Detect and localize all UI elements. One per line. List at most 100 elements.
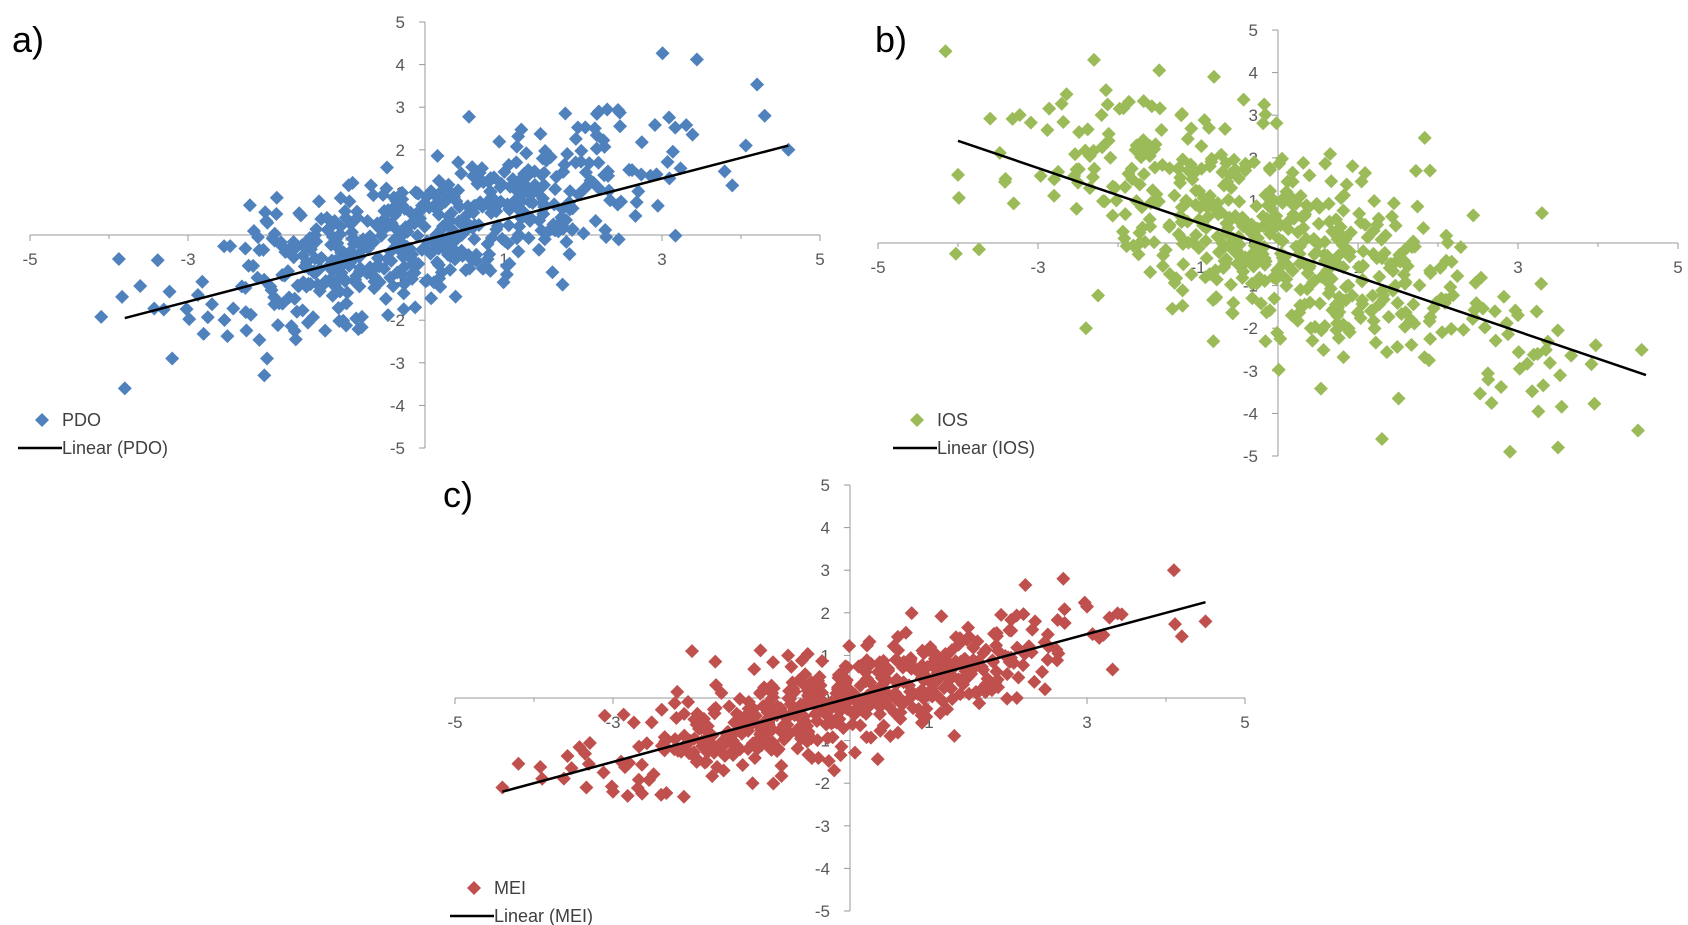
scatter-point — [483, 184, 498, 199]
scatter-point — [948, 246, 963, 261]
scatter-point — [1085, 170, 1100, 185]
scatter-point — [1391, 391, 1406, 406]
scatter-point — [379, 160, 394, 175]
scatter-point — [626, 715, 641, 730]
scatter-point — [705, 769, 720, 784]
scatter-point — [1147, 142, 1162, 157]
scatter-point — [676, 789, 691, 804]
legend-label: PDO — [62, 410, 101, 430]
scatter-point — [1587, 396, 1602, 411]
scatter-point — [1475, 301, 1490, 316]
scatter-point — [269, 190, 284, 205]
scatter-point — [366, 188, 381, 203]
scatter-point — [620, 788, 635, 803]
scatter-point — [332, 313, 347, 328]
scatter-point — [685, 127, 700, 142]
scatter-point — [1103, 150, 1118, 165]
scatter-point — [200, 310, 215, 325]
scatter-point — [1363, 303, 1378, 318]
scatter-point — [296, 248, 311, 263]
scatter-point — [560, 147, 575, 162]
scatter-point — [1000, 667, 1015, 682]
scatter-point — [531, 242, 546, 257]
scatter-point — [1016, 607, 1031, 622]
scatter-point — [1166, 563, 1181, 578]
scatter-point — [1379, 345, 1394, 360]
scatter-point — [668, 228, 683, 243]
scatter-point — [1038, 682, 1053, 697]
scatter-point — [458, 263, 473, 278]
scatter-point — [352, 279, 367, 294]
scatter-point — [1324, 271, 1339, 286]
scatter-point — [690, 752, 705, 767]
scatter-point — [714, 734, 729, 749]
scatter-point — [242, 198, 257, 213]
scatter-point — [447, 189, 462, 204]
scatter-point — [1155, 259, 1170, 274]
scatter-point — [757, 108, 772, 123]
scatter-point — [1175, 283, 1190, 298]
scatter-point — [753, 643, 768, 658]
scatter-point — [1223, 277, 1238, 292]
scatter-point — [408, 300, 423, 315]
scatter-point — [537, 165, 552, 180]
scatter-point — [452, 199, 467, 214]
scatter-point — [1267, 291, 1282, 306]
scatter-point — [1112, 101, 1127, 116]
scatter-point — [1417, 130, 1432, 145]
panel-label: b) — [875, 19, 907, 60]
scatter-point — [460, 199, 475, 214]
scatter-point — [810, 733, 825, 748]
scatter-point — [1273, 217, 1288, 232]
scatter-point — [563, 184, 578, 199]
scatter-point — [1087, 52, 1101, 67]
scatter-point — [1394, 307, 1409, 322]
y-tick-label: -4 — [1243, 404, 1258, 423]
scatter-point — [598, 222, 613, 237]
scatter-point — [1000, 691, 1015, 706]
scatter-point — [812, 669, 827, 684]
scatter-point — [442, 244, 457, 259]
scatter-point — [741, 742, 756, 757]
scatter-point — [578, 120, 593, 135]
scatter-point — [1105, 208, 1120, 223]
scatter-point — [1329, 212, 1344, 227]
scatter-point — [1412, 278, 1427, 293]
scatter-point — [270, 318, 285, 333]
scatter-point — [781, 142, 796, 157]
scatter-point — [1450, 268, 1465, 283]
scatter-point — [1318, 156, 1333, 171]
scatter-point — [1118, 180, 1133, 195]
scatter-point — [603, 193, 618, 208]
y-tick-label: 4 — [1249, 64, 1258, 83]
scatter-point — [978, 642, 993, 657]
scatter-point — [1016, 658, 1031, 673]
scatter-point — [223, 239, 238, 254]
scatter-point — [1390, 295, 1405, 310]
scatter-point — [815, 654, 830, 669]
scatter-point — [1306, 233, 1321, 248]
scatter-point — [1350, 305, 1365, 320]
scatter-point — [860, 671, 875, 686]
scatter-point — [308, 251, 323, 266]
scatter-point — [951, 190, 966, 205]
scatter-point — [1496, 289, 1511, 304]
y-tick-label: -3 — [1243, 362, 1258, 381]
scatter-point — [670, 684, 685, 699]
scatter-point — [1631, 423, 1645, 438]
scatter-point — [433, 279, 448, 294]
scatter-point — [362, 260, 377, 275]
legend: IOS Linear (IOS) — [893, 410, 1035, 458]
scatter-point — [1199, 251, 1214, 266]
scatter-point — [264, 283, 279, 298]
scatter-point — [1423, 263, 1438, 278]
trend-line — [502, 600, 1206, 793]
scatter-point — [613, 119, 628, 134]
scatter-point — [1256, 116, 1271, 131]
scatter-point — [1466, 208, 1481, 223]
scatter-point — [741, 701, 756, 716]
scatter-point — [258, 205, 273, 220]
trend-line — [957, 139, 1647, 377]
scatter-point — [287, 324, 302, 339]
scatter-point — [306, 310, 321, 325]
